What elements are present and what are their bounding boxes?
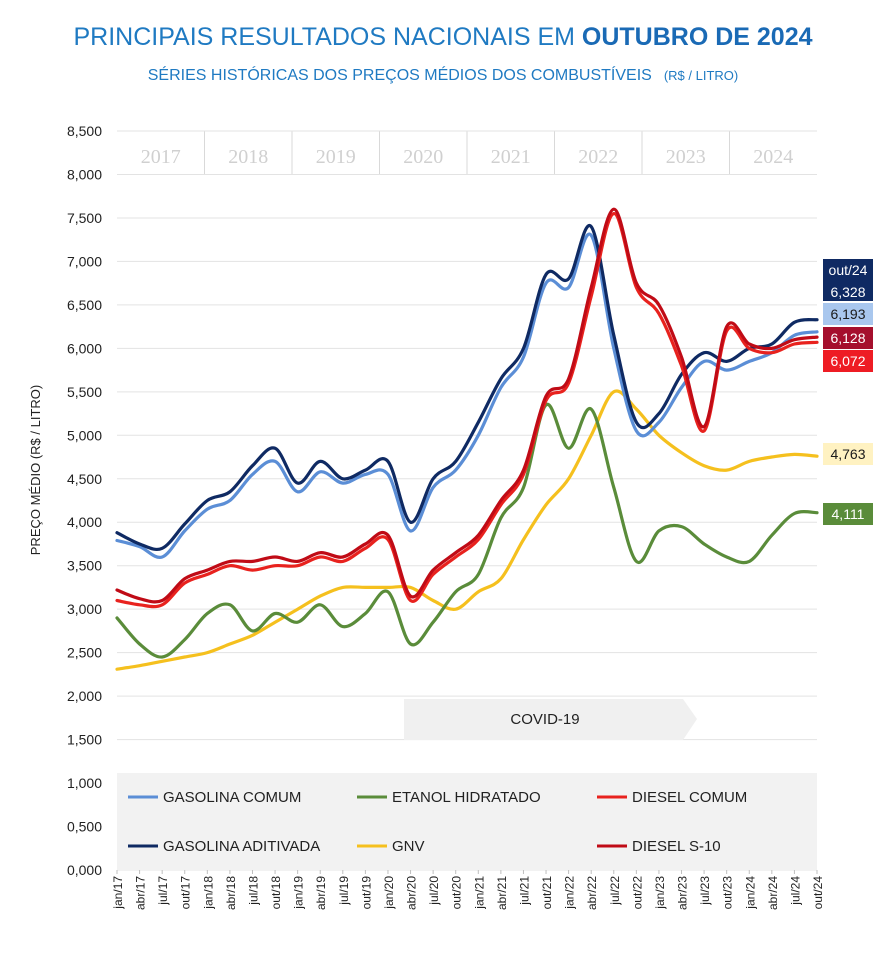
x-tick-label: abr/19 xyxy=(314,876,328,910)
x-tick-label: jan/19 xyxy=(292,876,306,910)
x-tick-label: abr/22 xyxy=(585,876,599,910)
x-tick-label: out/18 xyxy=(269,876,283,910)
series-line-etanol-hidratado xyxy=(115,403,819,659)
series-lines xyxy=(115,207,819,671)
x-tick-label: jan/18 xyxy=(201,876,215,910)
series-line-diesel-s-10 xyxy=(115,207,819,604)
x-tick-label: out/19 xyxy=(359,876,373,910)
x-tick-label: jul/20 xyxy=(427,876,441,906)
year-label-2018: 2018 xyxy=(228,146,268,168)
y-tick-label: 1,000 xyxy=(67,775,102,791)
x-tick-label: jan/17 xyxy=(111,876,125,910)
end-label-diesel-s-10: 6,128 xyxy=(830,330,865,346)
y-tick-label: 3,000 xyxy=(67,601,102,617)
y-tick-label: 4,500 xyxy=(67,471,102,487)
x-tick-label: jan/24 xyxy=(743,876,757,910)
legend-box xyxy=(117,773,817,871)
y-axis-ticks: 0,000 0,500 1,000 1,500 2,000 2,500 3,000 3,500… xyxy=(67,123,102,878)
y-tick-label: 6,500 xyxy=(67,297,102,313)
legend-label-gnv: GNV xyxy=(392,838,425,855)
y-tick-label: 5,000 xyxy=(67,427,102,443)
series-line-diesel-comum xyxy=(115,211,819,609)
y-tick-label: 0,500 xyxy=(67,819,102,835)
end-label-box-gasolina-comum xyxy=(823,303,873,325)
x-tick-label: abr/18 xyxy=(224,876,238,910)
end-value-labels: out/24 6,328 6,193 6,128 6,072 4,763 4,111 xyxy=(823,259,873,525)
end-label-box-gnv xyxy=(823,443,873,465)
year-label-2021: 2021 xyxy=(491,146,531,168)
end-label-gasolina-comum: 6,193 xyxy=(830,306,865,322)
x-tick-label: jan/21 xyxy=(472,876,486,910)
legend: GASOLINA COMUM ETANOL HIDRATADO DIESEL COM… xyxy=(128,789,747,855)
year-label-2020: 2020 xyxy=(403,146,443,168)
year-bands: 2017 2018 2019 2020 2021 2022 2023 2024 xyxy=(141,131,793,175)
y-tick-label: 0,000 xyxy=(67,862,102,878)
legend-label-diesel-comum: DIESEL COMUM xyxy=(632,789,747,806)
series-line-gasolina-aditivada xyxy=(115,224,819,552)
grid-lines xyxy=(117,130,817,871)
x-tick-label: out/24 xyxy=(811,876,825,910)
x-axis-ticks: jan/17 abr/17 jul/17 out/17 jan/18 abr/18 jul/… xyxy=(111,870,825,910)
x-tick-label: out/23 xyxy=(721,876,735,910)
legend-label-diesel-s-10: DIESEL S-10 xyxy=(632,838,721,855)
year-label-2023: 2023 xyxy=(666,146,706,168)
x-tick-label: abr/21 xyxy=(495,876,509,910)
y-tick-label: 7,500 xyxy=(67,210,102,226)
x-tick-label: out/22 xyxy=(630,876,644,910)
legend-background xyxy=(117,773,817,871)
x-tick-label: jan/22 xyxy=(563,876,577,910)
end-label-box-diesel-comum xyxy=(823,350,873,372)
latest-label-box xyxy=(823,259,873,301)
end-label-diesel-comum: 6,072 xyxy=(830,353,865,369)
y-tick-label: 6,000 xyxy=(67,340,102,356)
x-tick-label: abr/17 xyxy=(134,876,148,910)
x-tick-label: abr/24 xyxy=(766,876,780,910)
end-label-gasolina-aditivada: 6,328 xyxy=(830,284,865,300)
y-tick-label: 5,500 xyxy=(67,384,102,400)
y-tick-label: 8,000 xyxy=(67,166,102,182)
x-tick-label: out/17 xyxy=(179,876,193,910)
covid-label: COVID-19 xyxy=(510,711,579,728)
year-label-2017: 2017 xyxy=(141,146,181,168)
x-tick-label: abr/20 xyxy=(405,876,419,910)
legend-label-gasolina-comum: GASOLINA COMUM xyxy=(163,789,301,806)
y-tick-label: 1,500 xyxy=(67,732,102,748)
x-tick-label: jul/24 xyxy=(788,876,802,906)
series-line-gasolina-comum xyxy=(115,232,819,559)
y-tick-label: 2,000 xyxy=(67,688,102,704)
y-tick-label: 2,500 xyxy=(67,645,102,661)
x-tick-label: jul/17 xyxy=(156,876,170,906)
latest-period-label: out/24 xyxy=(829,262,868,278)
x-tick-label: jan/23 xyxy=(653,876,667,910)
end-label-box-etanol-hidratado xyxy=(823,503,873,525)
end-label-box-diesel-s-10 xyxy=(823,327,873,349)
x-tick-label: jul/18 xyxy=(246,876,260,906)
y-tick-label: 4,000 xyxy=(67,514,102,530)
end-label-etanol-hidratado: 4,111 xyxy=(832,506,865,522)
x-tick-label: jan/20 xyxy=(382,876,396,910)
series-line-gnv xyxy=(115,389,819,671)
covid-arrow xyxy=(404,699,697,740)
x-tick-label: out/20 xyxy=(450,876,464,910)
x-tick-label: out/21 xyxy=(540,876,554,910)
y-tick-label: 3,500 xyxy=(67,558,102,574)
chart-subtitle: SÉRIES HISTÓRICAS DOS PREÇOS MÉDIOS DOS … xyxy=(148,65,739,84)
x-tick-label: jul/21 xyxy=(517,876,531,906)
y-tick-label: 7,000 xyxy=(67,253,102,269)
y-axis-label: PREÇO MÉDIO (R$ / LITRO) xyxy=(28,385,43,555)
year-label-2022: 2022 xyxy=(578,146,618,168)
x-tick-label: jul/23 xyxy=(698,876,712,906)
end-label-gnv: 4,763 xyxy=(830,446,865,462)
legend-label-gasolina-aditivada: GASOLINA ADITIVADA xyxy=(163,838,320,855)
x-tick-label: abr/23 xyxy=(676,876,690,910)
chart-title: PRINCIPAIS RESULTADOS NACIONAIS EM OUTUB… xyxy=(73,23,812,51)
year-label-2019: 2019 xyxy=(316,146,356,168)
year-label-2024: 2024 xyxy=(753,146,793,168)
x-tick-label: jul/19 xyxy=(337,876,351,906)
covid-annotation: COVID-19 xyxy=(404,699,697,740)
legend-label-etanol-hidratado: ETANOL HIDRATADO xyxy=(392,789,541,806)
x-tick-label: jul/22 xyxy=(608,876,622,906)
y-tick-label: 8,500 xyxy=(67,123,102,139)
